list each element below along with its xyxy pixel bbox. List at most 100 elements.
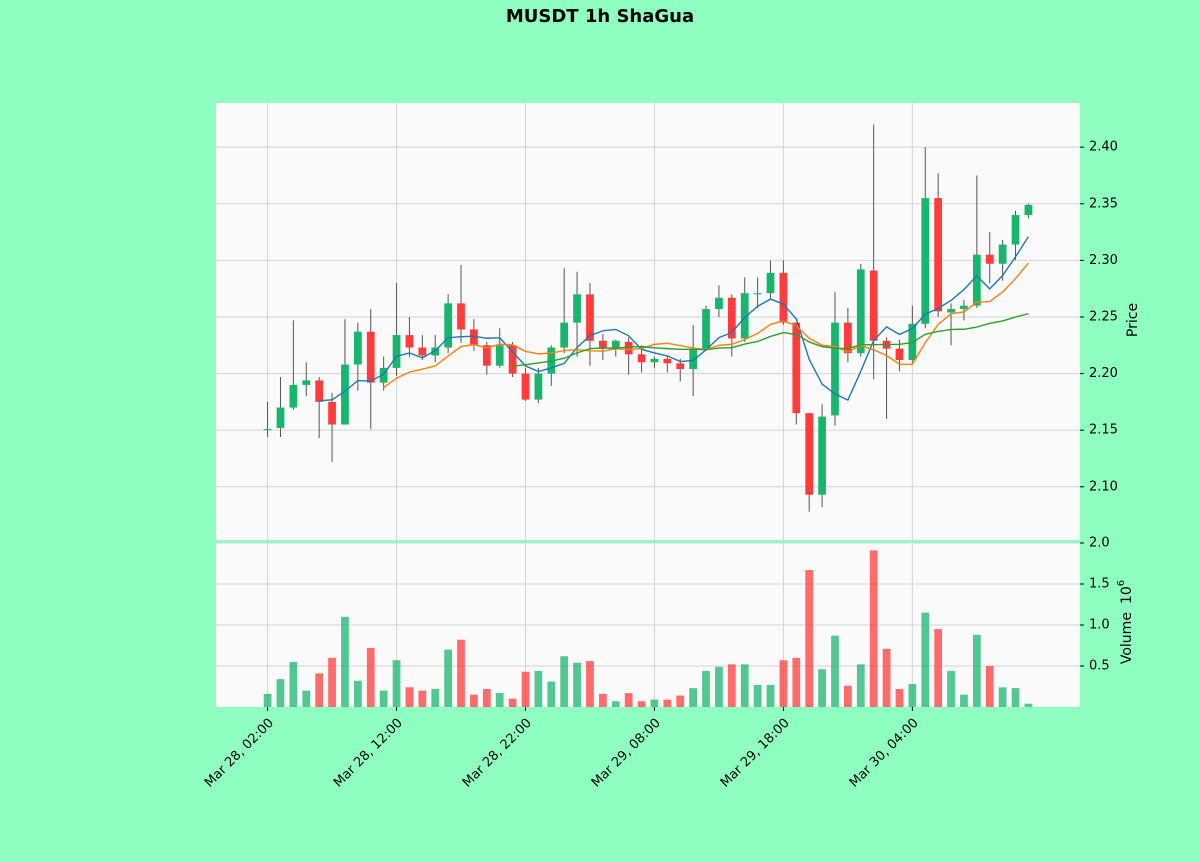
volume-bar: [547, 681, 556, 707]
volume-bar: [263, 693, 272, 707]
volume-offset: 10: [1119, 586, 1135, 604]
candle-body: [289, 384, 298, 408]
candle-body: [753, 293, 762, 295]
candle-body: [702, 309, 710, 349]
volume-bar: [418, 690, 427, 707]
volume-bar: [379, 690, 388, 707]
volume-bar: [482, 688, 491, 707]
volume-bar: [818, 669, 826, 707]
volume-bar: [353, 680, 362, 707]
candle-body: [302, 380, 311, 385]
moving-average: [512, 312, 1029, 367]
candle-body: [844, 322, 852, 354]
volume-bar: [947, 670, 955, 707]
volume-bar: [831, 635, 839, 707]
volume-bar: [715, 666, 723, 707]
candle-body: [960, 305, 968, 310]
y-tick-label: 2.30: [1089, 253, 1118, 268]
volume-bar: [689, 688, 698, 707]
volume-bar: [960, 694, 968, 707]
volume-bar: [934, 629, 943, 707]
volume-bar: [598, 693, 607, 707]
x-tick-label: Mar 28, 12:00: [331, 716, 406, 791]
candle-body: [276, 407, 285, 428]
candle-body: [586, 294, 594, 341]
volume-label-text: Volume: [1119, 612, 1135, 664]
volume-label: Volume 106: [1116, 580, 1135, 664]
volume-bar: [972, 634, 981, 707]
volume-bar: [1011, 688, 1020, 707]
candle-body: [573, 294, 581, 323]
volume-bar: [508, 698, 517, 707]
volume-tick-label: 0.5: [1089, 659, 1110, 674]
volume-tick-label: 2.0: [1089, 536, 1110, 551]
volume-bar: [624, 693, 633, 707]
volume-bar: [985, 666, 994, 707]
candle-body: [792, 322, 801, 414]
candle-body: [521, 373, 530, 400]
volume-bar: [586, 661, 594, 707]
volume-bar: [366, 647, 375, 707]
volume-bar: [702, 670, 710, 707]
candle-body: [495, 345, 504, 366]
y-tick-label: 2.20: [1089, 366, 1118, 381]
candle-body: [972, 254, 981, 306]
candle-body: [637, 354, 646, 363]
candle-body: [856, 269, 865, 354]
candle-body: [560, 322, 569, 348]
volume-bar: [521, 671, 530, 707]
candle-body: [740, 293, 749, 339]
volume-bar: [998, 687, 1007, 707]
candle-body: [818, 416, 826, 495]
volume-bar: [650, 699, 659, 707]
volume-bar: [921, 612, 930, 707]
chart-title: MUSDT 1h ShaGua: [506, 6, 694, 27]
volume-bar: [444, 649, 452, 707]
candle-body: [1024, 204, 1033, 216]
volume-bar: [302, 690, 311, 707]
price-label: Price: [1125, 303, 1141, 337]
volume-bar: [753, 684, 762, 707]
y-tick-label: 2.10: [1089, 479, 1118, 494]
volume-bar: [276, 679, 285, 707]
volume-bar: [727, 664, 736, 707]
candle-body: [263, 429, 272, 431]
volume-bar: [766, 684, 775, 707]
volume-bar: [869, 550, 878, 707]
volume-bar: [895, 688, 904, 707]
volume-bar: [328, 657, 336, 707]
volume-bar: [560, 656, 569, 707]
volume-bar: [392, 660, 401, 707]
volume-bar: [405, 687, 414, 707]
candle-body: [947, 309, 955, 313]
volume-tick-label: 1.0: [1089, 618, 1110, 633]
candle-body: [766, 272, 775, 294]
candle-body: [405, 335, 414, 348]
candle-body: [985, 254, 994, 264]
candle-body: [598, 340, 607, 349]
volume-tick-label: 1.5: [1089, 577, 1110, 592]
moving-average: [319, 236, 1030, 402]
candle-body: [341, 364, 349, 425]
candle-body: [444, 303, 452, 348]
candle-body: [624, 341, 633, 355]
volume-bar: [637, 701, 646, 707]
y-tick-label: 2.25: [1089, 309, 1118, 324]
candle-body: [663, 358, 672, 364]
y-tick-label: 2.40: [1089, 140, 1118, 155]
volume-bar: [341, 616, 349, 707]
volume-offset-exp: 6: [1116, 580, 1127, 586]
candle-body: [1011, 215, 1020, 245]
volume-bar: [676, 695, 685, 707]
volume-bar: [844, 685, 852, 707]
candle-body: [611, 340, 620, 349]
volume-bar: [470, 694, 478, 707]
candle-body: [727, 297, 736, 339]
volume-bar: [779, 660, 788, 707]
volume-bar: [792, 657, 801, 707]
candle-body: [379, 367, 388, 383]
candle-body: [457, 303, 465, 330]
candle-body: [418, 347, 427, 356]
volume-bar: [457, 639, 465, 707]
